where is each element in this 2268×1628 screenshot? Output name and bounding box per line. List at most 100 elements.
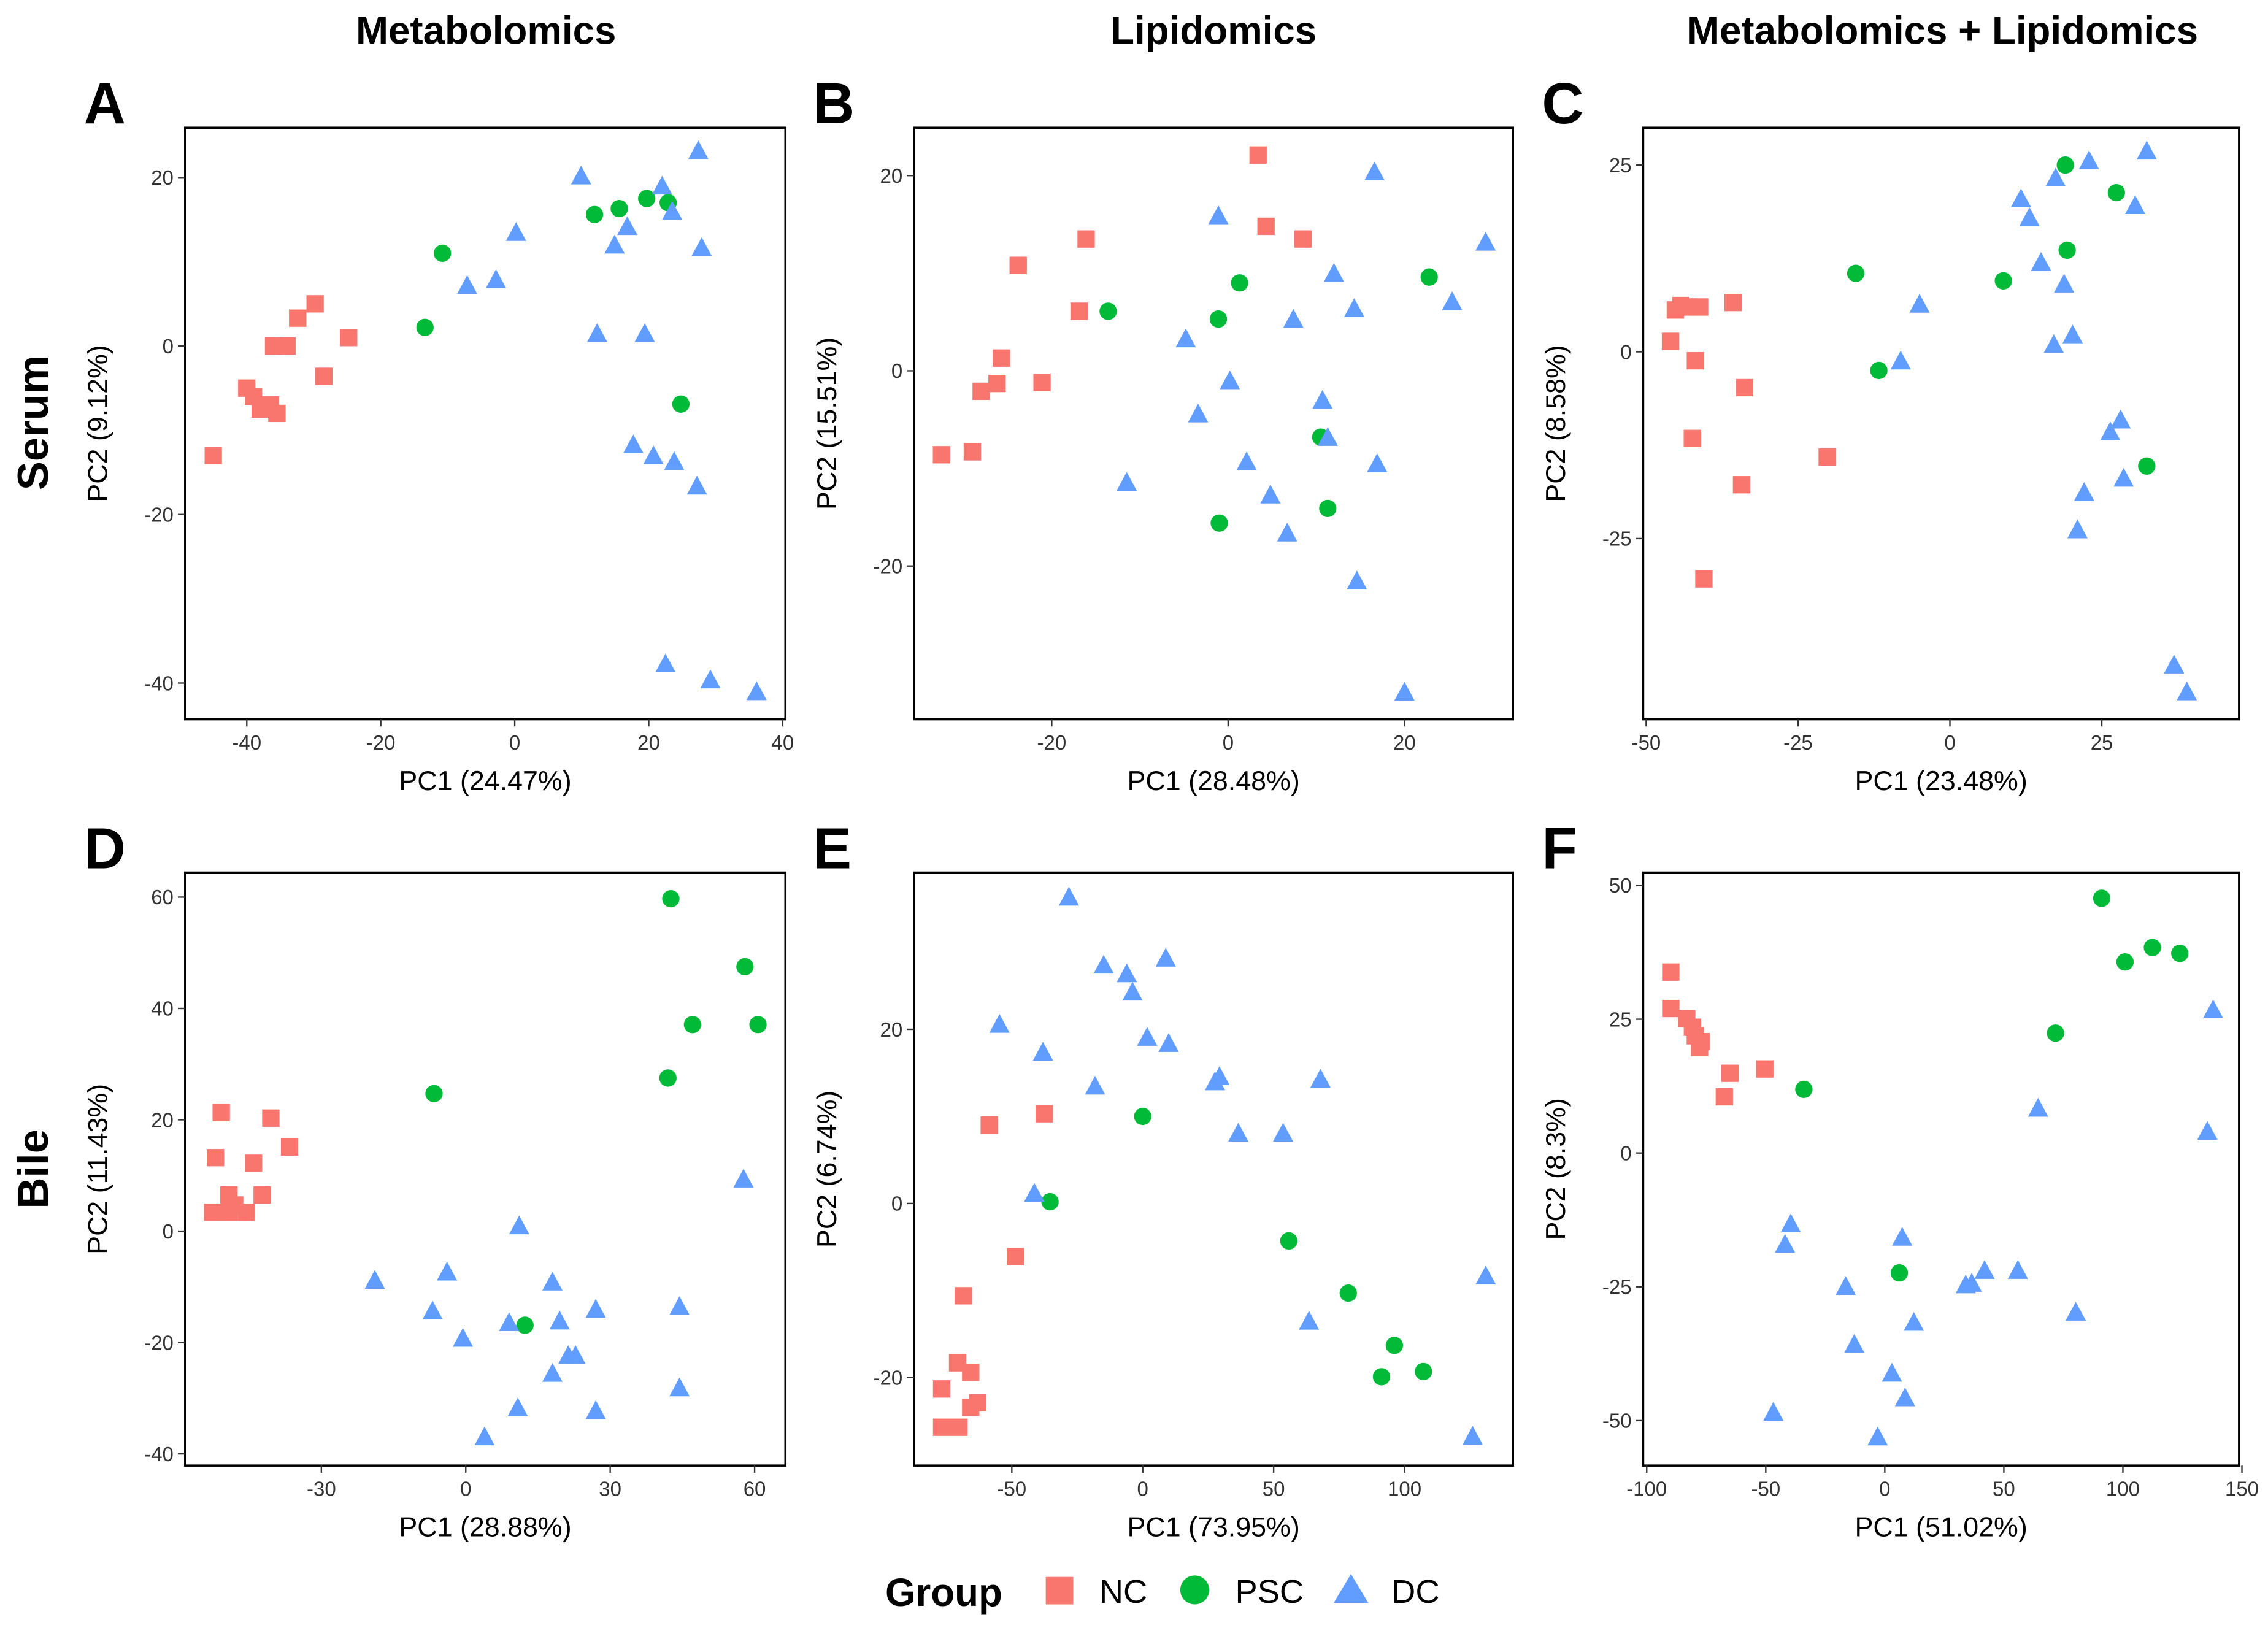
point-nc [1686,351,1704,370]
x-axis-label: PC1 (23.48%) [1855,766,2028,796]
x-axis-label: PC1 (24.47%) [399,766,571,796]
point-dc [1299,1311,1320,1330]
point-psc [1099,302,1117,320]
point-dc [2028,1097,2048,1117]
point-dc [437,1261,458,1281]
point-nc [1294,230,1312,248]
plot-frame [1642,126,2240,721]
row-label-serum: Serum [9,355,57,490]
x-axis-label: PC1 (51.02%) [1855,1512,2028,1543]
point-dc [2045,167,2066,186]
x-tick-label: 50 [1263,1478,1285,1500]
panel-letter: E [813,816,851,880]
point-psc [416,318,434,336]
point-nc [932,1418,951,1436]
point-nc [1691,1039,1709,1056]
point-dc [1890,350,1911,370]
point-psc [1210,514,1228,532]
point-nc [969,1394,986,1412]
point-nc [207,1149,225,1167]
point-nc [993,349,1010,367]
point-nc [1077,230,1095,248]
point-dc [585,1299,606,1318]
point-dc [2043,334,2064,353]
point-dc [1024,1183,1045,1202]
point-dc [1093,954,1114,974]
panel-a: A -40 -20 0 20 40 -40 -20 0 20 PC1 (24.47%) PC2 (9.… [82,71,794,796]
point-dc [669,1377,690,1397]
point-dc [1220,370,1240,390]
column-title-lipidomics: Lipidomics [1110,9,1317,52]
point-dc [1882,1362,1902,1382]
panel-e: E -50 0 50 100 -20 0 20 PC1 (73.95%) PC2 (6.74%) [812,816,1515,1543]
x-tick-label: 100 [2106,1478,2140,1500]
point-nc [1033,374,1051,391]
point-nc [262,1109,280,1127]
point-psc [1385,1337,1404,1354]
point-dc [1475,231,1496,251]
point-dc [700,669,721,689]
point-dc [2067,519,2088,539]
legend-label-dc: DC [1391,1573,1439,1610]
point-dc [1974,1260,1995,1279]
point-dc [989,1013,1010,1033]
x-tick-label: 20 [637,731,660,754]
x-axis-label: PC1 (73.95%) [1128,1512,1300,1543]
y-tick-label: 0 [891,359,902,382]
x-tick-label: -20 [1037,731,1067,754]
x-tick-label: 0 [1879,1478,1890,1500]
point-dc [1155,948,1176,967]
plot-frame [1642,871,2240,1467]
point-dc [364,1270,385,1289]
y-axis-label: PC2 (11.43%) [82,1084,113,1254]
point-nc [1715,1088,1733,1106]
point-dc [652,175,672,195]
point-dc [2031,251,2051,271]
y-tick-label: 20 [151,166,174,189]
point-dc [1442,291,1463,310]
point-psc [585,205,604,223]
panel-b: B -20 0 20 -20 0 20 PC1 (28.48%) PC2 (15.51%) [812,71,1515,796]
point-nc [280,1138,299,1156]
point-dc [669,1296,690,1315]
point-nc [1818,448,1836,466]
point-dc [662,201,683,220]
point-dc [1323,263,1344,282]
point-nc [1661,332,1680,350]
point-psc [1795,1080,1813,1098]
point-dc [1158,1033,1179,1052]
point-dc [733,1169,754,1188]
point-nc [1662,999,1680,1018]
point-nc [289,309,307,327]
point-dc [2062,324,2083,344]
point-psc [1134,1107,1151,1126]
point-psc [1890,1264,1909,1282]
point-dc [2197,1121,2218,1140]
point-dc [2054,274,2075,293]
point-dc [686,475,707,495]
point-dc [1137,1027,1158,1046]
x-tick-label: 50 [1993,1478,2015,1500]
point-dc [688,140,709,159]
y-tick-label: 40 [151,997,174,1020]
point-psc [433,244,452,263]
legend-title: Group [885,1571,1002,1615]
point-psc [2093,889,2111,907]
column-title-metabolomics: Metabolomics [356,9,616,52]
point-nc [1695,570,1713,588]
point-dc [1117,472,1137,491]
point-dc [2007,1260,2028,1279]
point-dc [2164,655,2185,674]
point-nc [963,443,982,461]
point-dc [2074,482,2094,501]
point-psc [516,1316,534,1334]
y-tick-label: 0 [163,1220,174,1243]
y-axis-label: PC2 (8.58%) [1540,345,1571,502]
point-psc [672,395,690,413]
point-dc [2078,150,2099,169]
point-dc [549,1310,570,1330]
point-psc [2056,156,2074,174]
point-dc [1209,1066,1230,1085]
point-dc [746,681,767,701]
point-dc [509,1215,529,1235]
